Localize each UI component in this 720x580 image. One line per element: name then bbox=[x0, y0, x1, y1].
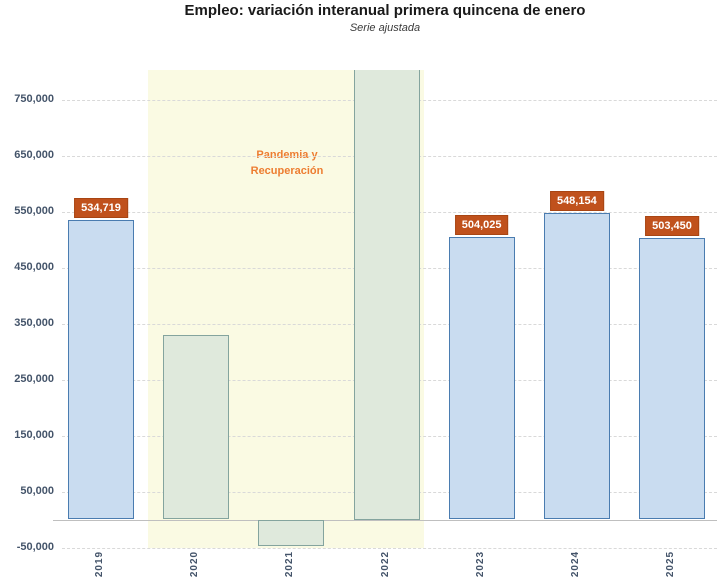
zero-axis-line bbox=[53, 519, 717, 521]
y-axis-tick-label: 550,000 bbox=[14, 204, 54, 217]
bar-2023 bbox=[448, 237, 515, 520]
y-axis-tick-label: 750,000 bbox=[14, 92, 54, 105]
bar-2025 bbox=[639, 237, 705, 520]
x-axis-tick-label-2025: 2025 bbox=[665, 550, 676, 578]
x-axis-tick-label-2022: 2022 bbox=[379, 550, 391, 578]
bar-2019 bbox=[68, 220, 134, 520]
gridline--50,000 bbox=[62, 547, 717, 549]
y-axis-tick-label: 150,000 bbox=[14, 428, 54, 441]
x-axis-tick-label-2024: 2024 bbox=[569, 550, 581, 578]
y-axis-tick-label: 650,000 bbox=[14, 148, 54, 161]
bar-value-label-2025: 503,450 bbox=[645, 215, 699, 236]
bar-value-label-2019: 534,719 bbox=[74, 198, 128, 219]
pandemic-region-label: Pandemia y Recuperación bbox=[250, 149, 324, 177]
chart-title: Empleo: variación interanual primera qui… bbox=[184, 2, 586, 19]
bar-2022 bbox=[353, 70, 420, 520]
y-axis-tick-label: -50,000 bbox=[16, 540, 54, 553]
y-axis-tick-label: 50,000 bbox=[20, 484, 54, 497]
bar-2020 bbox=[163, 334, 230, 520]
bar-2021 bbox=[258, 519, 325, 546]
bar-value-label-2023: 504,025 bbox=[454, 215, 509, 236]
x-axis-tick-label-2023: 2023 bbox=[474, 550, 486, 578]
bar-2024 bbox=[543, 212, 610, 520]
y-axis-tick-label: 450,000 bbox=[14, 260, 54, 273]
x-axis-tick-label-2021: 2021 bbox=[284, 550, 296, 578]
y-axis-tick-label: 250,000 bbox=[14, 372, 54, 385]
x-axis-tick-label-2019: 2019 bbox=[94, 550, 105, 578]
x-axis-tick-label-2020: 2020 bbox=[189, 550, 201, 578]
bar-value-label-2024: 548,154 bbox=[549, 190, 604, 211]
chart-subtitle: Serie ajustada bbox=[349, 22, 421, 34]
y-axis-tick-label: 350,000 bbox=[14, 316, 54, 329]
